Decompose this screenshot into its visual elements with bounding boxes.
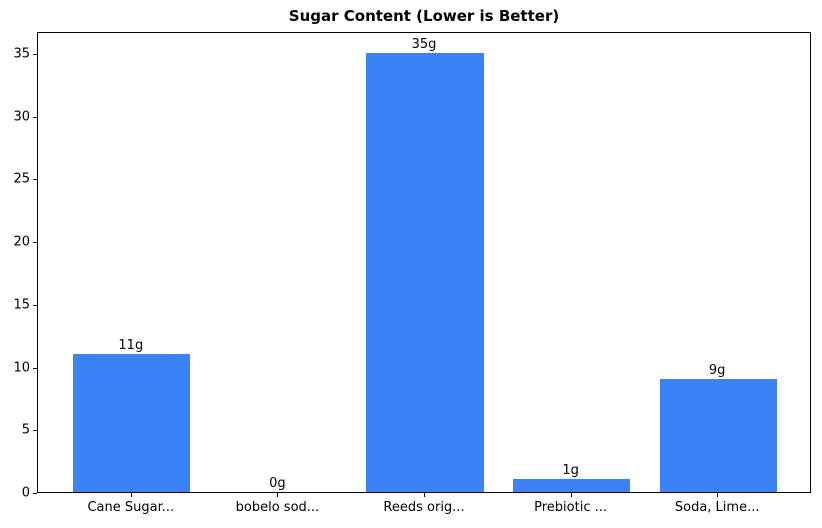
- x-tick-mark-0: [130, 493, 132, 497]
- x-tick-mark-1: [277, 493, 279, 497]
- y-tick-label-0: 0: [21, 485, 30, 501]
- y-tick-mark-3: [33, 304, 37, 306]
- x-tick-mark-2: [424, 493, 425, 497]
- y-tick-mark-6: [33, 116, 37, 118]
- x-tick-label-2: Reeds orig...: [383, 500, 465, 515]
- y-tick-mark-7: [33, 53, 37, 55]
- y-tick-mark-2: [33, 367, 37, 369]
- y-tick-label-3: 15: [13, 297, 30, 313]
- y-tick-mark-5: [33, 179, 37, 181]
- bar-value-label-1: 0g: [269, 476, 286, 491]
- y-tick-mark-4: [33, 242, 37, 244]
- x-tick-label-3: Prebiotic ...: [534, 500, 608, 515]
- y-tick-label-2: 10: [13, 360, 30, 376]
- y-tick-label-1: 5: [21, 422, 30, 438]
- x-tick-label-4: Soda, Lime...: [674, 500, 760, 515]
- y-tick-label-6: 30: [13, 109, 30, 125]
- y-tick-label-7: 35: [13, 46, 30, 62]
- y-tick-label-4: 20: [13, 234, 30, 250]
- bar-value-label-0: 11g: [118, 338, 144, 353]
- bar-value-label-4: 9g: [708, 363, 726, 379]
- bar-0: [73, 354, 191, 492]
- chart-title: Sugar Content (Lower is Better): [288, 7, 560, 25]
- bar-value-label-2: 35g: [411, 36, 437, 52]
- y-tick-mark-1: [33, 430, 37, 432]
- y-tick-label-5: 25: [13, 171, 30, 187]
- bar-value-label-3: 1g: [562, 463, 579, 479]
- y-tick-mark-0: [33, 493, 37, 494]
- plot-area: [37, 32, 811, 493]
- x-tick-label-1: bobelo sod...: [235, 500, 320, 515]
- bar-3: [512, 479, 631, 492]
- x-tick-label-0: Cane Sugar...: [87, 500, 175, 515]
- bar-2: [366, 52, 484, 492]
- x-tick-mark-4: [717, 493, 719, 497]
- bar-4: [659, 379, 777, 492]
- x-tick-mark-3: [570, 493, 572, 497]
